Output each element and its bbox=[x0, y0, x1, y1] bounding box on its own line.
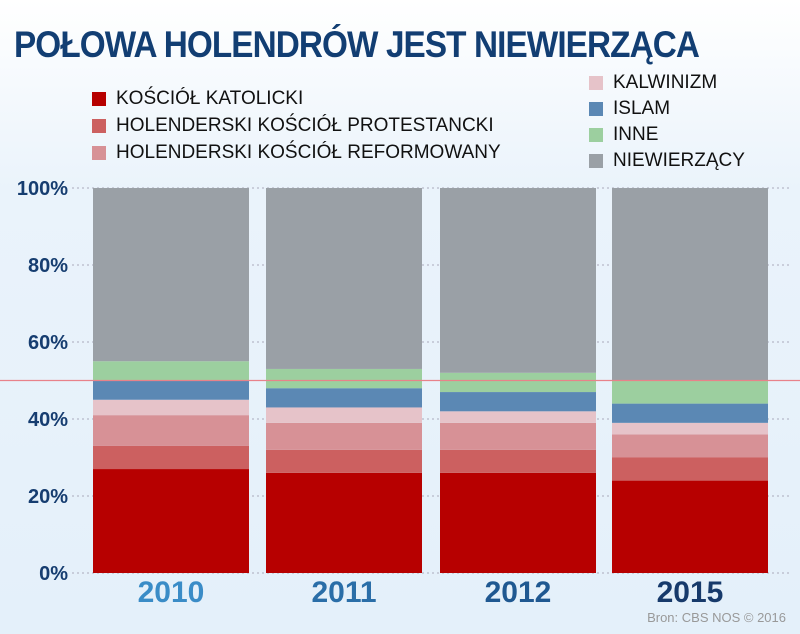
legend-item: HOLENDERSKI KOŚCIÓŁ PROTESTANCKI bbox=[92, 115, 494, 137]
legend-swatch bbox=[589, 128, 603, 142]
bar-segment bbox=[440, 472, 596, 573]
bar-segment bbox=[612, 188, 768, 381]
legend-label: KOŚCIÓŁ KATOLICKI bbox=[116, 88, 304, 109]
legend-swatch bbox=[92, 92, 106, 106]
legend-label: INNE bbox=[613, 124, 659, 145]
legend-label: ISLAM bbox=[613, 98, 671, 119]
bar-segment bbox=[440, 372, 596, 393]
bar-segment bbox=[612, 480, 768, 573]
bar-segment bbox=[612, 403, 768, 423]
bar-segment bbox=[440, 422, 596, 450]
bar-segment bbox=[266, 388, 422, 408]
bar-segment bbox=[93, 469, 249, 573]
bar-segment bbox=[440, 449, 596, 473]
bar-segment bbox=[612, 422, 768, 435]
legend-item: KOŚCIÓŁ KATOLICKI bbox=[92, 88, 303, 110]
legend-item: ISLAM bbox=[589, 98, 670, 120]
legend-label: HOLENDERSKI KOŚCIÓŁ REFORMOWANY bbox=[116, 142, 501, 163]
legend-item: KALWINIZM bbox=[589, 72, 717, 94]
legend-label: NIEWIERZĄCY bbox=[613, 150, 745, 171]
legend-label: KALWINIZM bbox=[613, 72, 718, 93]
x-tick-label: 2015 bbox=[657, 576, 724, 609]
x-tick-label: 2010 bbox=[138, 576, 205, 609]
bar-segment bbox=[266, 368, 422, 389]
chart-title: POŁOWA HOLENDRÓW JEST NIEWIERZĄCA bbox=[14, 24, 700, 65]
bar-segment bbox=[93, 445, 249, 470]
legend-swatch bbox=[92, 119, 106, 133]
bar-segment bbox=[440, 392, 596, 412]
bar-segment bbox=[93, 399, 249, 416]
bar-segment bbox=[440, 188, 596, 373]
legend-item: NIEWIERZĄCY bbox=[589, 150, 745, 172]
bar-segment bbox=[612, 434, 768, 458]
y-tick-label: 60% bbox=[28, 332, 68, 354]
y-tick-label: 40% bbox=[28, 409, 68, 431]
bar-segment bbox=[440, 411, 596, 423]
bar-segment bbox=[93, 415, 249, 446]
legend-item: INNE bbox=[589, 124, 658, 146]
legend-item: HOLENDERSKI KOŚCIÓŁ REFORMOWANY bbox=[92, 142, 501, 164]
y-tick-label: 100% bbox=[17, 178, 68, 200]
y-tick-label: 80% bbox=[28, 255, 68, 277]
bar-segment bbox=[266, 449, 422, 473]
bar-segment bbox=[266, 472, 422, 573]
bar-segment bbox=[93, 361, 249, 381]
legend-label: HOLENDERSKI KOŚCIÓŁ PROTESTANCKI bbox=[116, 115, 494, 136]
legend-swatch bbox=[92, 146, 106, 160]
y-tick-label: 0% bbox=[39, 563, 68, 585]
bar-segment bbox=[612, 380, 768, 404]
x-tick-label: 2012 bbox=[485, 576, 552, 609]
legend-swatch bbox=[589, 154, 603, 168]
bar-segment bbox=[266, 407, 422, 423]
bar-segment bbox=[266, 188, 422, 369]
y-tick-label: 20% bbox=[28, 486, 68, 508]
legend-swatch bbox=[589, 76, 603, 90]
bar-segment bbox=[93, 188, 249, 362]
source-note: Bron: CBS NOS © 2016 bbox=[647, 610, 786, 625]
bar-segment bbox=[612, 457, 768, 481]
x-tick-label: 2011 bbox=[311, 576, 376, 609]
legend-swatch bbox=[589, 102, 603, 116]
bar-segment bbox=[266, 422, 422, 450]
bar-segment bbox=[93, 380, 249, 400]
